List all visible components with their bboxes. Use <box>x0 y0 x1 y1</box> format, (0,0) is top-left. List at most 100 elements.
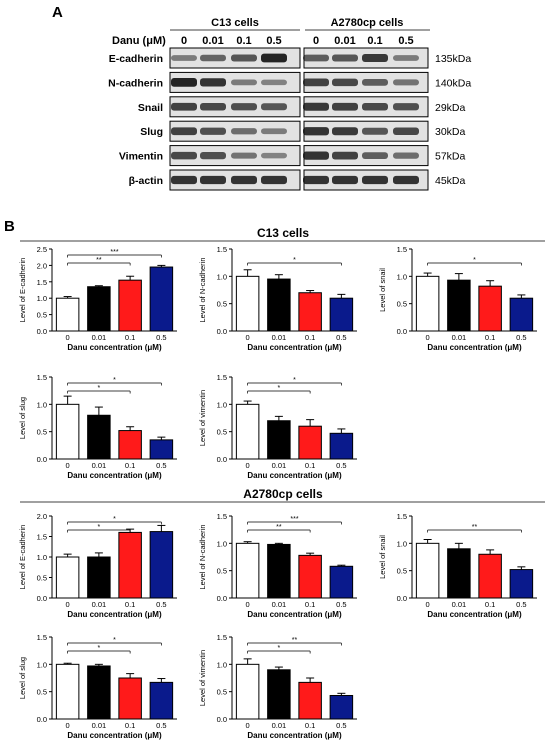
y-tick-label: 1.0 <box>217 272 227 281</box>
blot-band <box>303 102 329 111</box>
protein-label: N-cadherin <box>108 77 163 89</box>
significance-label: *** <box>110 249 118 256</box>
significance-label: * <box>113 516 116 523</box>
x-axis-label: Danu concentration (μM) <box>67 610 162 619</box>
dose-label-a2780: 0 <box>313 35 319 47</box>
bar <box>298 425 322 460</box>
x-tick-label: 0.5 <box>156 333 166 342</box>
y-tick-label: 2.5 <box>37 245 47 254</box>
x-tick-label: 0.5 <box>156 600 166 609</box>
y-axis-label: Level of snail <box>378 268 387 312</box>
y-tick-label: 0.5 <box>37 311 47 320</box>
x-tick-label: 0.1 <box>125 721 135 730</box>
protein-label: Slug <box>140 126 163 138</box>
blot-band <box>362 152 388 159</box>
x-tick-label: 0.01 <box>92 600 107 609</box>
significance-label: * <box>473 257 476 264</box>
bar <box>267 669 291 720</box>
x-axis-label: Danu concentration (μM) <box>247 731 342 740</box>
bar <box>87 414 111 460</box>
blot-band <box>393 127 419 135</box>
y-axis-label: Level of E-cadherin <box>18 258 27 323</box>
bar <box>509 297 534 332</box>
dose-label-c13: 0 <box>181 35 187 47</box>
blot-band <box>332 102 358 111</box>
y-tick-label: 0.0 <box>37 327 47 336</box>
blot-band <box>261 128 287 135</box>
blot-band <box>171 102 197 111</box>
dose-label-c13: 0.1 <box>236 35 251 47</box>
x-tick-label: 0 <box>66 721 70 730</box>
x-tick-label: 0.5 <box>516 600 526 609</box>
dose-label-a2780: 0.01 <box>334 35 355 47</box>
band-size-label: 45kDa <box>435 175 466 187</box>
blot-band <box>200 54 226 62</box>
y-tick-label: 0.0 <box>397 594 407 603</box>
y-axis-label: Level of vimentin <box>198 650 207 706</box>
significance-label: * <box>113 637 116 644</box>
blot-band <box>362 79 388 86</box>
y-tick-label: 1.0 <box>37 660 47 669</box>
x-tick-label: 0.01 <box>272 600 287 609</box>
bar <box>118 531 142 599</box>
x-tick-label: 0.5 <box>336 461 346 470</box>
x-axis-label: Danu concentration (μM) <box>427 343 522 352</box>
blot-band <box>393 175 419 185</box>
protein-label: Snail <box>138 102 163 114</box>
blot-band <box>362 103 388 111</box>
blot-band <box>231 54 257 62</box>
blot-band <box>303 78 329 87</box>
y-tick-label: 1.0 <box>217 400 227 409</box>
dose-label-a2780: 0.5 <box>398 35 413 47</box>
blot-band <box>303 175 329 185</box>
x-axis-label: Danu concentration (μM) <box>67 471 162 480</box>
y-tick-label: 0.0 <box>397 327 407 336</box>
y-tick-label: 1.5 <box>217 245 227 254</box>
y-axis-label: Level of slug <box>18 397 27 439</box>
x-axis-label: Danu concentration (μM) <box>67 343 162 352</box>
significance-label: * <box>98 385 101 392</box>
x-axis-label: Danu concentration (μM) <box>67 731 162 740</box>
band-size-label: 30kDa <box>435 126 466 138</box>
bar <box>298 292 322 332</box>
y-axis-label: Level of N-cadherin <box>198 257 207 322</box>
y-tick-label: 0.0 <box>217 594 227 603</box>
blot-band <box>200 151 226 160</box>
x-tick-label: 0.1 <box>125 333 135 342</box>
bar <box>55 663 80 720</box>
x-tick-label: 0.01 <box>272 721 287 730</box>
bar-chart: 0.0 0.5 1.0 1.5 2.0 Level of E-cadherin 0 0.01 0… <box>18 512 177 619</box>
bar-chart: 0.0 0.5 1.0 1.5 Level of N-cadherin 0 0.01 0.1 0… <box>198 512 357 619</box>
panel-b-label: B <box>4 218 15 235</box>
blot-band <box>261 53 287 63</box>
y-tick-label: 1.5 <box>397 245 407 254</box>
bar <box>55 403 80 460</box>
blot-band <box>261 79 287 86</box>
significance-label: * <box>293 377 296 384</box>
bar <box>149 439 174 460</box>
x-tick-label: 0 <box>66 333 70 342</box>
blot-band <box>332 175 358 185</box>
significance-label: * <box>98 524 101 531</box>
blot-band <box>362 54 388 62</box>
x-tick-label: 0.5 <box>156 721 166 730</box>
blot-box <box>169 71 301 93</box>
x-tick-label: 0.1 <box>125 600 135 609</box>
x-axis-label: Danu concentration (μM) <box>427 610 522 619</box>
western-blot: 0 0 0.01 0.01 0.1 0.1 0.5 0.5 E-cadherin 135kDa N-… <box>108 35 471 191</box>
blot-band <box>332 54 358 62</box>
bar <box>447 279 471 332</box>
blot-band <box>393 152 419 159</box>
y-tick-label: 0.5 <box>397 300 407 309</box>
y-tick-label: 1.5 <box>217 633 227 642</box>
blot-band <box>303 151 329 160</box>
y-tick-label: 1.5 <box>37 633 47 642</box>
bar <box>118 430 142 460</box>
bar <box>267 543 291 599</box>
significance-label: ** <box>472 524 478 531</box>
blot-band <box>171 55 197 61</box>
bar <box>329 432 354 460</box>
y-tick-label: 0.5 <box>217 300 227 309</box>
